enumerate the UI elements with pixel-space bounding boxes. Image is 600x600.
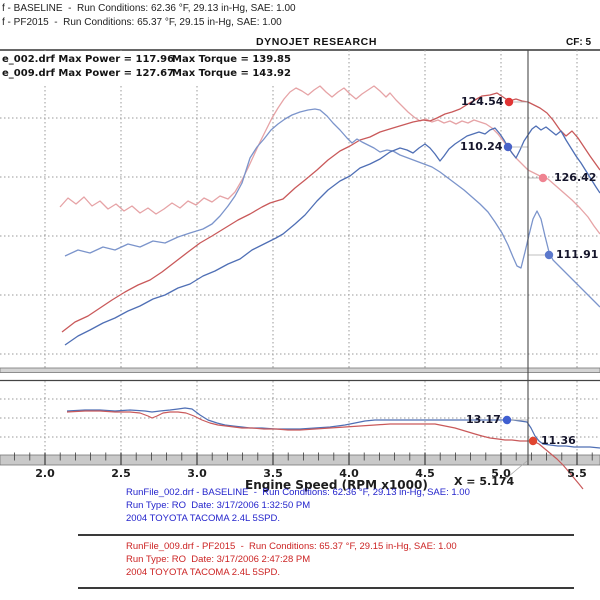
readout-power-pf2015: 124.54 <box>461 95 504 108</box>
x-axis-strip <box>0 454 600 466</box>
legend-row-baseline-file: e_002.drf Max Power = 117.96 <box>2 54 175 65</box>
pf2015-run-info-line2: Run Type: RO Date: 3/17/2006 2:47:28 PM <box>126 554 311 565</box>
readout-torque-baseline: 111.91 <box>556 248 599 261</box>
cursor-dot <box>544 250 554 260</box>
run-header-baseline: f - BASELINE - Run Conditions: 62.36 °F,… <box>2 3 296 14</box>
legend-row-pf2015-file: e_009.drf Max Power = 127.67 <box>2 68 175 79</box>
legend-row-pf2015-torque: Max Torque = 143.92 <box>172 68 291 79</box>
curve-torque-baseline <box>64 108 600 308</box>
curve-power-pf2015 <box>61 92 600 333</box>
x-tick-2.0: 2.0 <box>35 467 55 480</box>
pf2015-run-info-line3: 2004 TOYOTA TACOMA 2.4L 5SPD. <box>126 567 281 578</box>
x-tick-5.5: 5.5 <box>567 467 587 480</box>
legend-box: e_002.drf Max Power = 117.96 Max Torque … <box>0 51 308 84</box>
curve-power-baseline <box>64 125 600 346</box>
panel-separator-band <box>0 367 600 373</box>
baseline-run-info-line3: 2004 TOYOTA TACOMA 2.4L 5SPD. <box>126 513 281 524</box>
run-header-pf2015: f - PF2015 - Run Conditions: 65.37 °F, 2… <box>2 17 282 28</box>
x-axis-title: Engine Speed (RPM x1000) <box>245 478 428 492</box>
curve-torque-pf2015 <box>59 85 600 235</box>
baseline-run-info-line1: RunFile_002.drf - BASELINE - Run Conditi… <box>126 487 470 498</box>
dynojet-research-title: DYNOJET RESEARCH <box>256 36 378 48</box>
x-tick-3.0: 3.0 <box>187 467 207 480</box>
cursor-dot <box>502 415 512 425</box>
cursor-dot <box>538 173 548 183</box>
cursor-x-value: X = 5.174 <box>454 475 515 488</box>
pf2015-run-info-line1: RunFile_009.drf - PF2015 - Run Condition… <box>126 541 457 552</box>
correction-factor-label: CF: 5 <box>566 37 591 48</box>
cursor-dot <box>528 436 538 446</box>
x-tick-4.0: 4.0 <box>339 467 359 480</box>
leader-line <box>502 460 528 482</box>
x-tick-4.5: 4.5 <box>415 467 435 480</box>
generated-chart-layers <box>0 50 600 490</box>
x-tick-5.0: 5.0 <box>491 467 511 480</box>
curve-afr-baseline <box>66 407 600 449</box>
x-tick-3.5: 3.5 <box>263 467 283 480</box>
cursor-dot <box>504 97 514 107</box>
readout-power-baseline: 110.24 <box>460 140 503 153</box>
footer-separator-1 <box>78 534 574 536</box>
readout-afr-pf2015: 11.36 <box>541 434 576 447</box>
cursor-dot <box>503 142 513 152</box>
x-tick-2.5: 2.5 <box>111 467 131 480</box>
footer-separator-2 <box>78 587 574 589</box>
baseline-run-info-line2: Run Type: RO Date: 3/17/2006 1:32:50 PM <box>126 500 311 511</box>
readout-torque-pf2015: 126.42 <box>554 171 597 184</box>
readout-afr-baseline: 13.17 <box>466 413 501 426</box>
legend-row-baseline-torque: Max Torque = 139.85 <box>172 54 291 65</box>
